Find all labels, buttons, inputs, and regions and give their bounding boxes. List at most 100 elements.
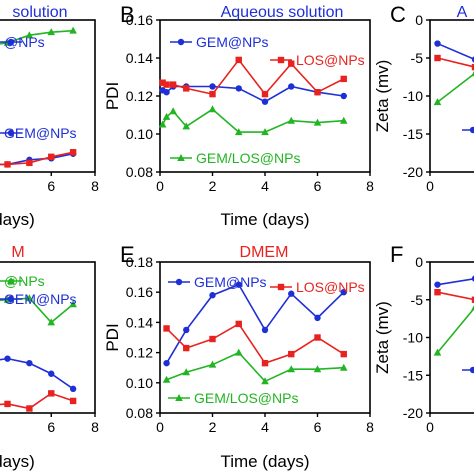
- data-point-los: [314, 334, 321, 341]
- legend-marker: [7, 38, 15, 46]
- data-point-los: [261, 90, 269, 98]
- x-axis-label: Time (days): [220, 452, 309, 471]
- data-point-mix: [47, 28, 56, 36]
- data-point-los: [314, 89, 321, 96]
- data-point-gem: [340, 92, 347, 100]
- legend-marker: [175, 394, 183, 401]
- legend-marker: [7, 277, 15, 284]
- data-point-los: [235, 56, 242, 64]
- data-point-los: [48, 153, 55, 160]
- data-point-mix: [339, 116, 348, 124]
- legend-entry: @NPs: [0, 273, 45, 289]
- data-point-mix: [313, 365, 322, 373]
- series-line-los: [165, 322, 345, 365]
- data-point-los: [159, 79, 166, 86]
- data-point-mix: [25, 31, 34, 39]
- series-line-gem: [0, 152, 74, 166]
- y-tick-label: -10: [403, 330, 423, 346]
- y-tick-label: -20: [403, 164, 423, 180]
- data-point-mix: [234, 348, 243, 356]
- data-point-gem: [183, 326, 190, 334]
- data-point-los: [183, 85, 190, 92]
- data-point-los: [434, 289, 441, 296]
- x-tick-label: 6: [314, 178, 322, 194]
- chart-title: A: [457, 4, 468, 21]
- x-axis-label: Time (days): [220, 210, 309, 229]
- y-tick-label: 0: [415, 254, 423, 270]
- data-point-los: [183, 344, 190, 352]
- y-tick-label: 0.10: [126, 375, 153, 391]
- data-point-mix: [433, 348, 442, 356]
- legend-entry: [462, 366, 474, 374]
- panel-label: E: [120, 242, 135, 267]
- data-point-gem: [48, 370, 55, 377]
- panel-label: B: [120, 2, 135, 27]
- data-point-mix: [261, 377, 269, 385]
- data-point-gem: [288, 290, 295, 297]
- legend-label: GEM/LOS@NPs: [196, 150, 300, 166]
- data-point-los: [434, 54, 441, 62]
- series-line-los: [0, 392, 74, 410]
- chart-panel-b: 0 2 4 6 8 0.08 0.10 0.12 0.14 0.16 Aqueous solutio…: [103, 2, 374, 229]
- legend-marker: [469, 126, 474, 134]
- data-point-mix: [433, 98, 442, 106]
- legend-label: GEM@NPs: [194, 274, 267, 290]
- x-tick-label: 4: [261, 419, 269, 435]
- chart-title: Aqueous solution: [221, 4, 344, 21]
- x-tick-label: 0: [426, 419, 434, 435]
- data-point-gem: [261, 98, 269, 105]
- x-axis-label: days): [0, 452, 35, 471]
- data-point-mix: [208, 105, 217, 113]
- data-point-mix: [339, 363, 348, 371]
- panel-label: F: [390, 242, 403, 267]
- series-line-mix: [437, 72, 474, 103]
- panel-label: C: [390, 2, 406, 27]
- legend-entry: GEM/LOS@NPs: [168, 390, 298, 406]
- data-point-los: [288, 60, 295, 67]
- y-tick-label: 0.14: [126, 50, 153, 66]
- y-tick-label: -15: [403, 367, 423, 383]
- y-tick-label: 0.10: [126, 126, 153, 142]
- series-line-gem: [437, 277, 474, 286]
- y-tick-label: 0.14: [126, 314, 153, 330]
- data-point-los: [69, 397, 77, 405]
- data-point-mix: [208, 360, 217, 368]
- legend-entry: @NPs: [0, 34, 45, 50]
- x-tick-label: 6: [47, 419, 55, 435]
- chart-panel-d: 6 8 Mdays) @NPs GEM@NPs: [0, 244, 99, 471]
- data-point-gem: [163, 89, 170, 96]
- legend-label: @NPs: [4, 34, 45, 50]
- chart-panel-e: 0 2 4 6 8 0.08 0.10 0.12 0.14 0.16 0.18 DMEM E Time (…: [103, 242, 374, 471]
- x-tick-label: 0: [156, 419, 164, 435]
- data-point-gem: [26, 359, 33, 367]
- series-line-los: [162, 58, 345, 96]
- x-tick-label: 8: [91, 419, 99, 435]
- legend-entry: GEM@NPs: [170, 34, 269, 50]
- data-point-gem: [288, 83, 295, 90]
- y-tick-label: 0.08: [126, 405, 153, 421]
- series-line-mix: [0, 297, 74, 324]
- chart-title: M: [11, 244, 24, 261]
- data-point-los: [48, 390, 55, 397]
- legend-marker: [7, 295, 15, 303]
- data-point-gem: [4, 355, 11, 362]
- legend-marker: [469, 366, 474, 374]
- data-point-los: [261, 359, 269, 367]
- x-axis-label: days): [0, 210, 35, 229]
- data-point-mix: [162, 112, 171, 120]
- legend-marker: [177, 38, 185, 46]
- legend-label: GEM@NPs: [196, 34, 269, 50]
- y-tick-label: 0.18: [126, 254, 153, 270]
- y-axis-label: Zeta (mv): [373, 60, 392, 133]
- legend-marker: [7, 129, 15, 137]
- data-point-los: [26, 405, 33, 412]
- series-line-mix: [436, 307, 474, 354]
- data-point-los: [340, 75, 347, 83]
- legend-label: GEM@NPs: [4, 125, 77, 141]
- legend-entry: GEM@NPs: [168, 274, 267, 290]
- x-tick-label: 8: [366, 178, 374, 194]
- data-point-los: [163, 81, 170, 88]
- data-point-los: [471, 63, 474, 71]
- data-point-mix: [313, 118, 322, 126]
